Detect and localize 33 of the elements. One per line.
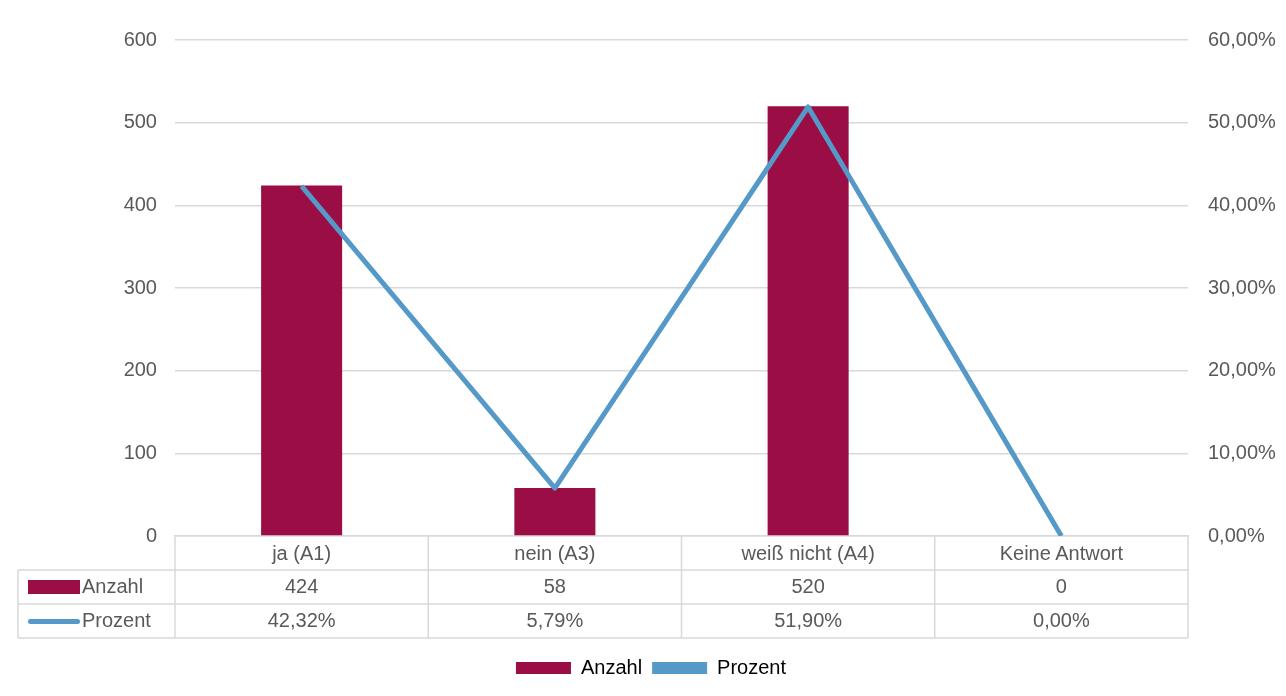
y-tick-label: 0 (145, 523, 157, 546)
y2-tick-label: 0,00% (1208, 523, 1265, 546)
legend-label: Prozent (717, 655, 787, 678)
bar (767, 106, 849, 536)
x-tick-label: ja (A1) (271, 541, 332, 564)
data-label: 51,90% (774, 608, 843, 631)
y2-tick-label: 30,00% (1208, 275, 1277, 298)
x-tick-label: Keine Antwort (999, 541, 1124, 564)
data-label: 520 (791, 574, 825, 597)
data-label: 424 (284, 574, 319, 597)
data-label: 0 (1055, 574, 1067, 597)
y-tick-label: 400 (123, 192, 157, 215)
data-label: 0,00% (1033, 608, 1090, 631)
data-label: 5,79% (526, 608, 584, 631)
x-tick-label: nein (A3) (514, 541, 596, 564)
text: Anzahl (82, 574, 144, 597)
text: Prozent (82, 608, 151, 631)
y2-tick-label: 40,00% (1208, 192, 1277, 215)
y2-tick-label: 60,00% (1208, 27, 1277, 50)
y-tick-label: 200 (123, 358, 157, 381)
legend-label: Anzahl (580, 655, 643, 678)
y-tick-label: 300 (123, 275, 157, 298)
data-label: 58 (543, 574, 566, 597)
x-tick-label: weiß nicht (A4) (740, 541, 875, 564)
y-tick-label: 100 (123, 440, 157, 463)
y-tick-label: 500 (123, 110, 157, 133)
bar (514, 488, 596, 536)
y2-tick-label: 50,00% (1208, 110, 1277, 133)
y-tick-label: 600 (123, 27, 157, 50)
data-label: 42,32% (267, 608, 336, 631)
y2-tick-label: 10,00% (1208, 440, 1277, 463)
y2-tick-label: 20,00% (1208, 358, 1277, 381)
bar (261, 185, 343, 536)
